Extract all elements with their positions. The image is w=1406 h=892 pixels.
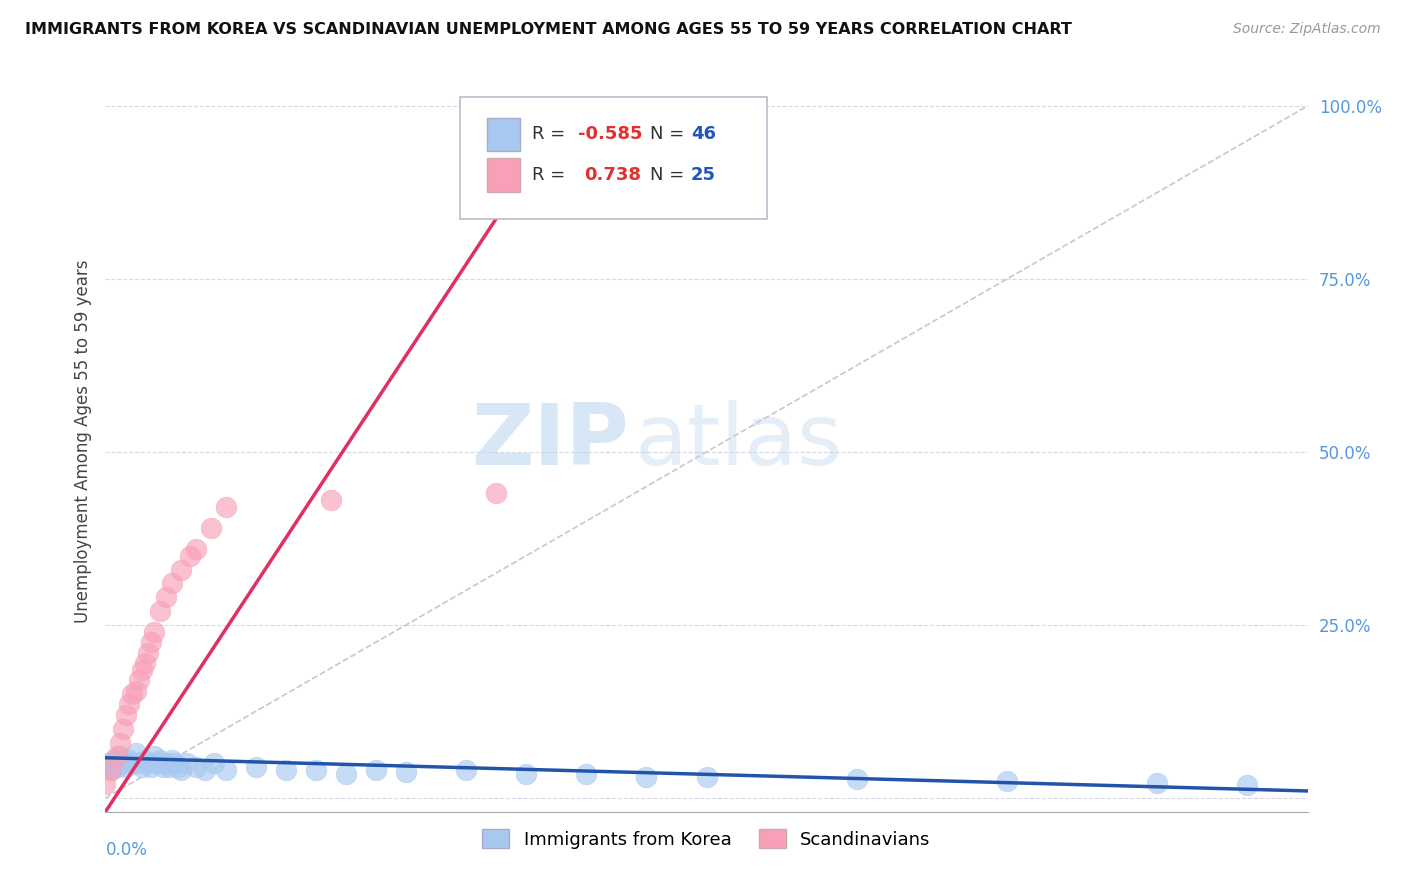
Point	[485, 486, 508, 500]
Point	[103, 753, 125, 767]
FancyBboxPatch shape	[460, 97, 766, 219]
Point	[112, 722, 135, 736]
Point	[142, 624, 165, 639]
Point	[169, 563, 191, 577]
Point	[169, 763, 191, 777]
Point	[636, 770, 658, 784]
Point	[115, 707, 138, 722]
Point	[155, 756, 177, 771]
Point	[214, 500, 236, 515]
Point	[136, 756, 159, 771]
Point	[155, 591, 177, 605]
Point	[145, 756, 167, 771]
Point	[128, 673, 150, 688]
Text: Source: ZipAtlas.com: Source: ZipAtlas.com	[1233, 22, 1381, 37]
Point	[97, 760, 120, 774]
Text: 25: 25	[690, 166, 716, 184]
Bar	[486, 118, 520, 151]
Point	[134, 753, 156, 767]
Point	[107, 749, 129, 764]
Point	[148, 753, 170, 767]
Point	[100, 763, 122, 777]
Point	[94, 756, 117, 771]
Point	[128, 756, 150, 771]
Point	[110, 749, 132, 764]
Point	[166, 760, 188, 774]
Y-axis label: Unemployment Among Ages 55 to 59 years: Unemployment Among Ages 55 to 59 years	[73, 260, 91, 624]
Text: N =: N =	[650, 166, 690, 184]
Point	[139, 760, 162, 774]
Point	[200, 521, 222, 535]
Point	[274, 763, 297, 777]
Point	[245, 760, 267, 774]
Point	[100, 763, 122, 777]
Point	[112, 756, 135, 771]
Bar	[486, 159, 520, 192]
Point	[148, 604, 170, 618]
Text: -0.585: -0.585	[578, 125, 643, 144]
Point	[214, 763, 236, 777]
Text: 46: 46	[690, 125, 716, 144]
Point	[115, 760, 138, 774]
Point	[176, 756, 198, 771]
Point	[184, 541, 207, 556]
Text: 0.0%: 0.0%	[105, 841, 148, 859]
Point	[94, 777, 117, 791]
Point	[845, 772, 868, 786]
Point	[107, 760, 129, 774]
Text: IMMIGRANTS FROM KOREA VS SCANDINAVIAN UNEMPLOYMENT AMONG AGES 55 TO 59 YEARS COR: IMMIGRANTS FROM KOREA VS SCANDINAVIAN UN…	[25, 22, 1073, 37]
Point	[575, 766, 598, 780]
Point	[124, 683, 146, 698]
Point	[160, 753, 183, 767]
Point	[118, 753, 141, 767]
Point	[184, 760, 207, 774]
Point	[142, 749, 165, 764]
Point	[515, 766, 537, 780]
Point	[1236, 779, 1258, 793]
Point	[995, 773, 1018, 788]
Point	[124, 746, 146, 760]
Point	[136, 646, 159, 660]
Point	[305, 763, 328, 777]
Text: N =: N =	[650, 125, 690, 144]
Point	[131, 663, 153, 677]
Point	[152, 760, 174, 774]
Text: R =: R =	[533, 125, 571, 144]
Text: atlas: atlas	[634, 400, 842, 483]
Point	[194, 763, 217, 777]
Text: ZIP: ZIP	[471, 400, 628, 483]
Point	[131, 760, 153, 774]
Point	[1146, 775, 1168, 789]
Point	[121, 687, 143, 701]
Point	[456, 763, 478, 777]
Point	[157, 760, 180, 774]
Point	[163, 756, 186, 771]
Point	[395, 764, 418, 779]
Point	[319, 493, 342, 508]
Point	[364, 763, 387, 777]
Point	[139, 635, 162, 649]
Point	[134, 656, 156, 670]
Point	[118, 698, 141, 712]
Legend: Immigrants from Korea, Scandinavians: Immigrants from Korea, Scandinavians	[475, 822, 938, 856]
Text: 0.738: 0.738	[583, 166, 641, 184]
Point	[160, 576, 183, 591]
Point	[121, 756, 143, 771]
Text: R =: R =	[533, 166, 571, 184]
Point	[696, 770, 718, 784]
Point	[110, 735, 132, 749]
Point	[335, 766, 357, 780]
Point	[179, 549, 201, 563]
Point	[202, 756, 225, 771]
